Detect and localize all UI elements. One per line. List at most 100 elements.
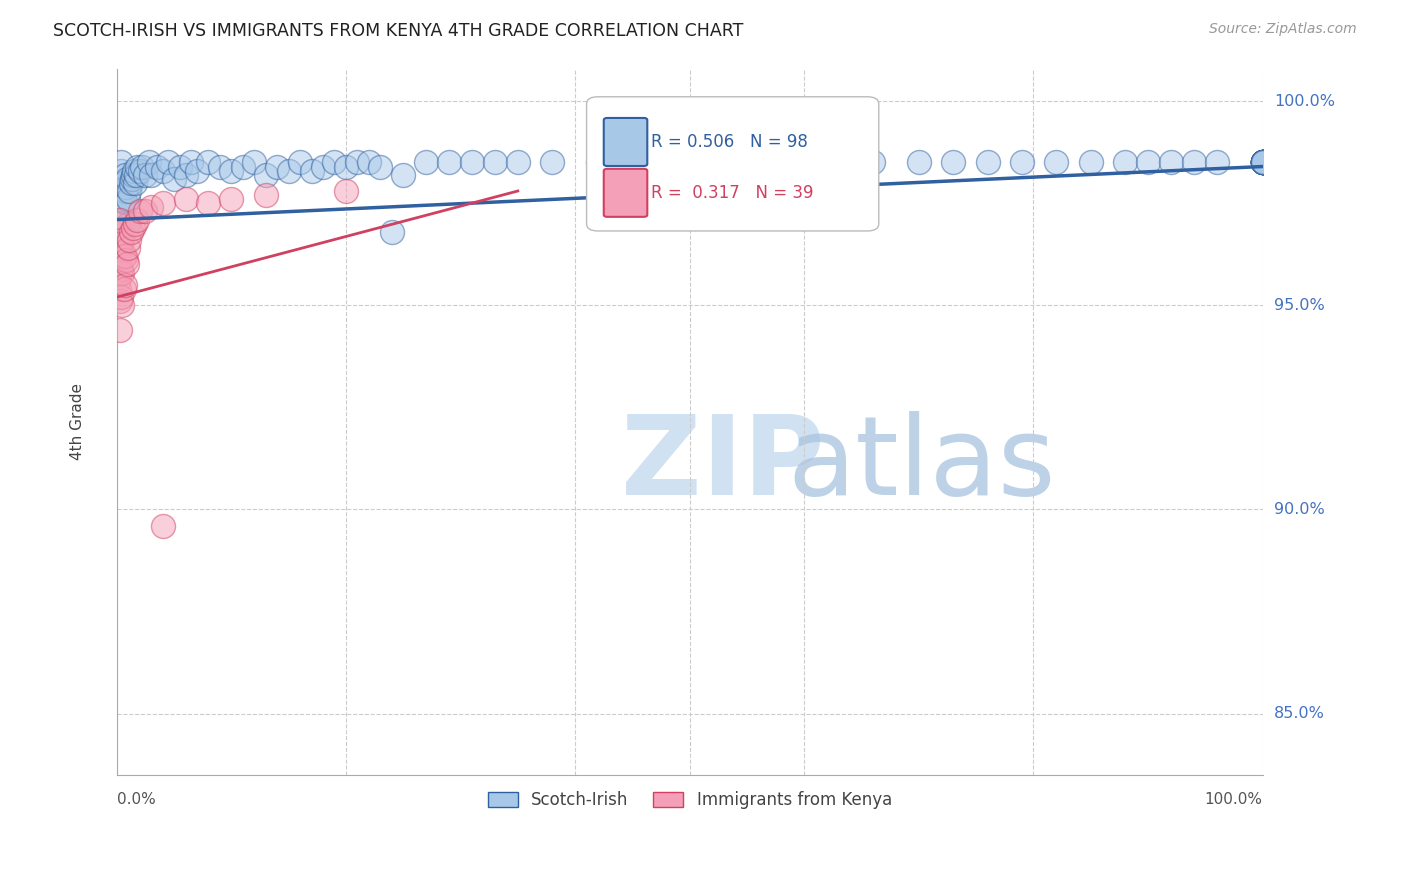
Immigrants from Kenya	[107, 245, 129, 260]
Immigrants from Kenya	[108, 253, 131, 268]
Immigrants from Kenya	[108, 225, 131, 239]
Scotch-Irish	[108, 209, 131, 223]
Immigrants from Kenya	[254, 188, 277, 202]
FancyBboxPatch shape	[603, 169, 647, 217]
Scotch-Irish	[112, 192, 135, 206]
Scotch-Irish	[1251, 155, 1274, 169]
Immigrants from Kenya	[114, 249, 136, 263]
Scotch-Irish	[152, 163, 174, 178]
Immigrants from Kenya	[115, 258, 138, 272]
Scotch-Irish	[541, 155, 564, 169]
Scotch-Irish	[1251, 155, 1274, 169]
Scotch-Irish	[115, 180, 138, 194]
Scotch-Irish	[115, 171, 138, 186]
Immigrants from Kenya	[139, 200, 162, 214]
Scotch-Irish	[301, 163, 323, 178]
Legend: Scotch-Irish, Immigrants from Kenya: Scotch-Irish, Immigrants from Kenya	[481, 785, 898, 816]
Scotch-Irish	[793, 155, 815, 169]
Scotch-Irish	[1137, 155, 1160, 169]
Text: 100.0%: 100.0%	[1205, 792, 1263, 807]
Scotch-Irish	[243, 155, 266, 169]
Scotch-Irish	[121, 168, 143, 182]
Scotch-Irish	[180, 155, 202, 169]
Scotch-Irish	[146, 160, 169, 174]
Scotch-Irish	[437, 155, 460, 169]
Text: ZIP: ZIP	[621, 410, 824, 517]
Scotch-Irish	[1251, 155, 1274, 169]
Immigrants from Kenya	[108, 323, 131, 337]
Text: 0.0%: 0.0%	[117, 792, 156, 807]
Scotch-Irish	[586, 155, 609, 169]
Scotch-Irish	[111, 200, 134, 214]
Scotch-Irish	[381, 225, 404, 239]
Immigrants from Kenya	[124, 217, 146, 231]
Scotch-Irish	[232, 160, 254, 174]
Scotch-Irish	[110, 155, 132, 169]
Scotch-Irish	[1251, 155, 1274, 169]
Immigrants from Kenya	[120, 225, 142, 239]
Scotch-Irish	[724, 155, 747, 169]
Text: 95.0%: 95.0%	[1274, 298, 1324, 313]
Text: 85.0%: 85.0%	[1274, 706, 1324, 721]
Scotch-Irish	[163, 171, 186, 186]
Scotch-Irish	[1251, 155, 1274, 169]
Scotch-Irish	[118, 184, 141, 198]
Scotch-Irish	[392, 168, 415, 182]
Scotch-Irish	[197, 155, 219, 169]
Scotch-Irish	[125, 168, 148, 182]
Scotch-Irish	[266, 160, 288, 174]
Immigrants from Kenya	[117, 241, 139, 255]
Scotch-Irish	[134, 168, 156, 182]
Scotch-Irish	[115, 196, 138, 211]
Scotch-Irish	[1251, 155, 1274, 169]
Scotch-Irish	[357, 155, 380, 169]
Immigrants from Kenya	[110, 290, 132, 304]
Scotch-Irish	[221, 163, 243, 178]
Scotch-Irish	[138, 155, 160, 169]
FancyBboxPatch shape	[603, 118, 647, 166]
Scotch-Irish	[415, 155, 437, 169]
Scotch-Irish	[1251, 155, 1274, 169]
Scotch-Irish	[121, 171, 143, 186]
Scotch-Irish	[157, 155, 180, 169]
Immigrants from Kenya	[111, 266, 134, 280]
Scotch-Irish	[277, 163, 299, 178]
Scotch-Irish	[117, 217, 139, 231]
Immigrants from Kenya	[112, 249, 135, 263]
Scotch-Irish	[1251, 155, 1274, 169]
Text: 90.0%: 90.0%	[1274, 502, 1324, 517]
Scotch-Irish	[1251, 155, 1274, 169]
Immigrants from Kenya	[118, 233, 141, 247]
Scotch-Irish	[633, 155, 655, 169]
Scotch-Irish	[1182, 155, 1205, 169]
Scotch-Irish	[1251, 155, 1274, 169]
Immigrants from Kenya	[108, 294, 131, 309]
Scotch-Irish	[120, 176, 142, 190]
Scotch-Irish	[1251, 155, 1274, 169]
Scotch-Irish	[942, 155, 965, 169]
Scotch-Irish	[908, 155, 931, 169]
Scotch-Irish	[112, 176, 135, 190]
Immigrants from Kenya	[108, 212, 131, 227]
Scotch-Irish	[506, 155, 529, 169]
Immigrants from Kenya	[335, 184, 357, 198]
Immigrants from Kenya	[110, 261, 132, 276]
Scotch-Irish	[368, 160, 391, 174]
Scotch-Irish	[1045, 155, 1067, 169]
Text: 100.0%: 100.0%	[1274, 94, 1334, 109]
Scotch-Irish	[122, 163, 145, 178]
Immigrants from Kenya	[127, 212, 149, 227]
Scotch-Irish	[174, 168, 197, 182]
Scotch-Irish	[169, 160, 191, 174]
Scotch-Irish	[1251, 155, 1274, 169]
Scotch-Irish	[1080, 155, 1102, 169]
Scotch-Irish	[346, 155, 368, 169]
Scotch-Irish	[114, 184, 136, 198]
Text: SCOTCH-IRISH VS IMMIGRANTS FROM KENYA 4TH GRADE CORRELATION CHART: SCOTCH-IRISH VS IMMIGRANTS FROM KENYA 4T…	[53, 22, 744, 40]
Scotch-Irish	[288, 155, 311, 169]
Scotch-Irish	[679, 155, 702, 169]
Scotch-Irish	[139, 168, 162, 182]
Scotch-Irish	[110, 163, 132, 178]
Scotch-Irish	[1251, 155, 1274, 169]
Scotch-Irish	[111, 220, 134, 235]
